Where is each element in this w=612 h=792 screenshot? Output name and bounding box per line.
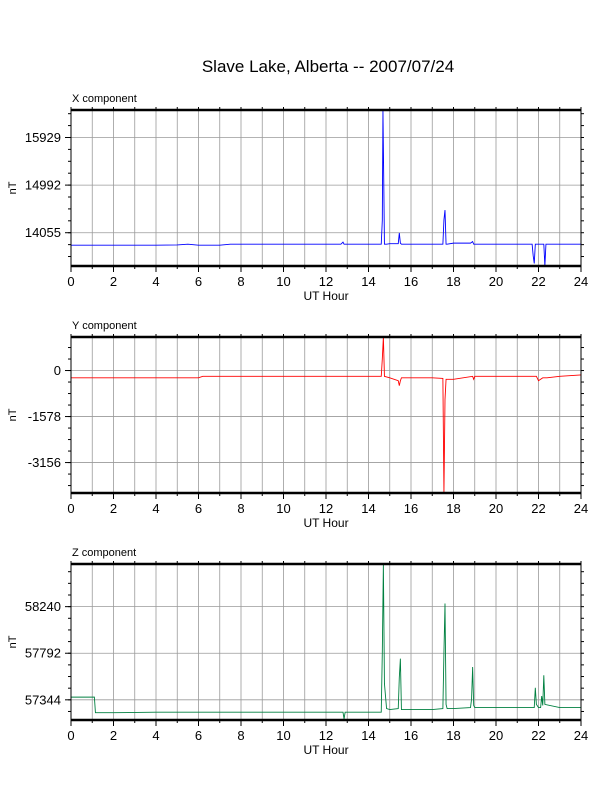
x-tick-label: 14 (361, 501, 375, 516)
x-tick-label: 6 (195, 501, 202, 516)
x-tick-label: 0 (67, 728, 74, 743)
y-tick-label: 57344 (25, 692, 61, 707)
x-tick-label: 18 (446, 501, 460, 516)
data-series-line (71, 564, 581, 720)
panel-title: Y component (72, 320, 137, 332)
x-tick-label: 12 (319, 274, 333, 289)
x-tick-label: 0 (67, 274, 74, 289)
x-tick-label: 18 (446, 728, 460, 743)
data-series-line (71, 110, 581, 266)
data-series-line (71, 337, 581, 493)
x-tick-label: 8 (237, 274, 244, 289)
x-tick-label: 16 (404, 728, 418, 743)
panel-title: Z component (72, 547, 136, 559)
y-axis-label: nT (7, 635, 19, 648)
y-tick-label: 58240 (25, 599, 61, 614)
x-tick-label: 6 (195, 274, 202, 289)
x-tick-label: 22 (531, 501, 545, 516)
x-tick-label: 4 (152, 728, 159, 743)
x-tick-label: 8 (237, 501, 244, 516)
y-axis-label: nT (7, 408, 19, 421)
y-tick-label: 14055 (25, 225, 61, 240)
y-tick-label: -1578 (28, 409, 61, 424)
y-tick-label: 0 (54, 363, 61, 378)
x-tick-label: 12 (319, 501, 333, 516)
x-tick-label: 0 (67, 501, 74, 516)
x-tick-label: 2 (110, 728, 117, 743)
y-tick-label: 57792 (25, 646, 61, 661)
x-tick-label: 14 (361, 728, 375, 743)
x-tick-label: 4 (152, 501, 159, 516)
x-tick-label: 24 (574, 501, 588, 516)
x-tick-label: 14 (361, 274, 375, 289)
panel-title: X component (72, 93, 137, 105)
x-tick-label: 20 (489, 728, 503, 743)
x-tick-label: 16 (404, 274, 418, 289)
x-axis-label: UT Hour (303, 516, 348, 530)
x-tick-label: 16 (404, 501, 418, 516)
x-tick-label: 6 (195, 728, 202, 743)
y-tick-label: 15929 (25, 130, 61, 145)
y-tick-label: 14992 (25, 178, 61, 193)
page-title: Slave Lake, Alberta -- 2007/07/24 (201, 57, 455, 76)
x-tick-label: 12 (319, 728, 333, 743)
x-tick-label: 10 (276, 274, 290, 289)
x-tick-label: 2 (110, 274, 117, 289)
x-tick-label: 22 (531, 274, 545, 289)
x-tick-label: 22 (531, 728, 545, 743)
x-tick-label: 20 (489, 274, 503, 289)
x-tick-label: 24 (574, 274, 588, 289)
y-tick-label: -3156 (28, 455, 61, 470)
x-tick-label: 24 (574, 728, 588, 743)
y-axis-label: nT (7, 181, 19, 194)
x-tick-label: 20 (489, 501, 503, 516)
x-tick-label: 8 (237, 728, 244, 743)
x-tick-label: 10 (276, 728, 290, 743)
x-axis-label: UT Hour (303, 743, 348, 757)
x-tick-label: 18 (446, 274, 460, 289)
x-axis-label: UT Hour (303, 289, 348, 303)
x-tick-label: 2 (110, 501, 117, 516)
x-tick-label: 4 (152, 274, 159, 289)
x-tick-label: 10 (276, 501, 290, 516)
